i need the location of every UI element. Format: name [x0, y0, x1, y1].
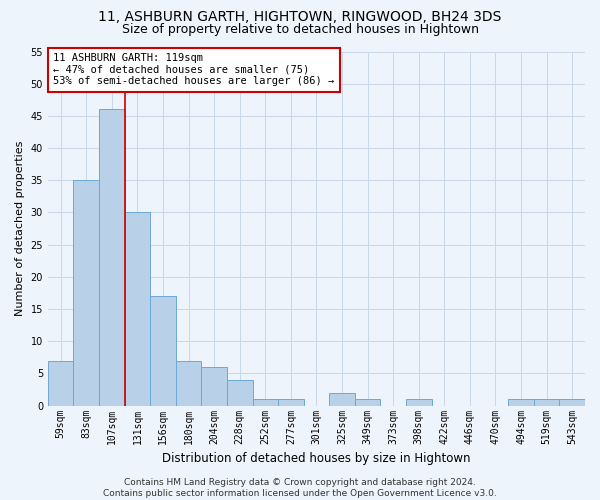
Text: 11, ASHBURN GARTH, HIGHTOWN, RINGWOOD, BH24 3DS: 11, ASHBURN GARTH, HIGHTOWN, RINGWOOD, B…: [98, 10, 502, 24]
Bar: [73, 180, 99, 406]
Bar: [278, 399, 304, 406]
Bar: [227, 380, 253, 406]
Bar: [253, 399, 278, 406]
Bar: [329, 393, 355, 406]
Bar: [150, 296, 176, 406]
Bar: [508, 399, 534, 406]
Bar: [99, 110, 125, 406]
X-axis label: Distribution of detached houses by size in Hightown: Distribution of detached houses by size …: [162, 452, 471, 465]
Text: 11 ASHBURN GARTH: 119sqm
← 47% of detached houses are smaller (75)
53% of semi-d: 11 ASHBURN GARTH: 119sqm ← 47% of detach…: [53, 54, 335, 86]
Bar: [125, 212, 150, 406]
Bar: [534, 399, 559, 406]
Bar: [48, 360, 73, 406]
Bar: [202, 367, 227, 406]
Y-axis label: Number of detached properties: Number of detached properties: [15, 141, 25, 316]
Bar: [406, 399, 431, 406]
Text: Contains HM Land Registry data © Crown copyright and database right 2024.
Contai: Contains HM Land Registry data © Crown c…: [103, 478, 497, 498]
Bar: [176, 360, 202, 406]
Bar: [355, 399, 380, 406]
Bar: [559, 399, 585, 406]
Text: Size of property relative to detached houses in Hightown: Size of property relative to detached ho…: [121, 22, 479, 36]
